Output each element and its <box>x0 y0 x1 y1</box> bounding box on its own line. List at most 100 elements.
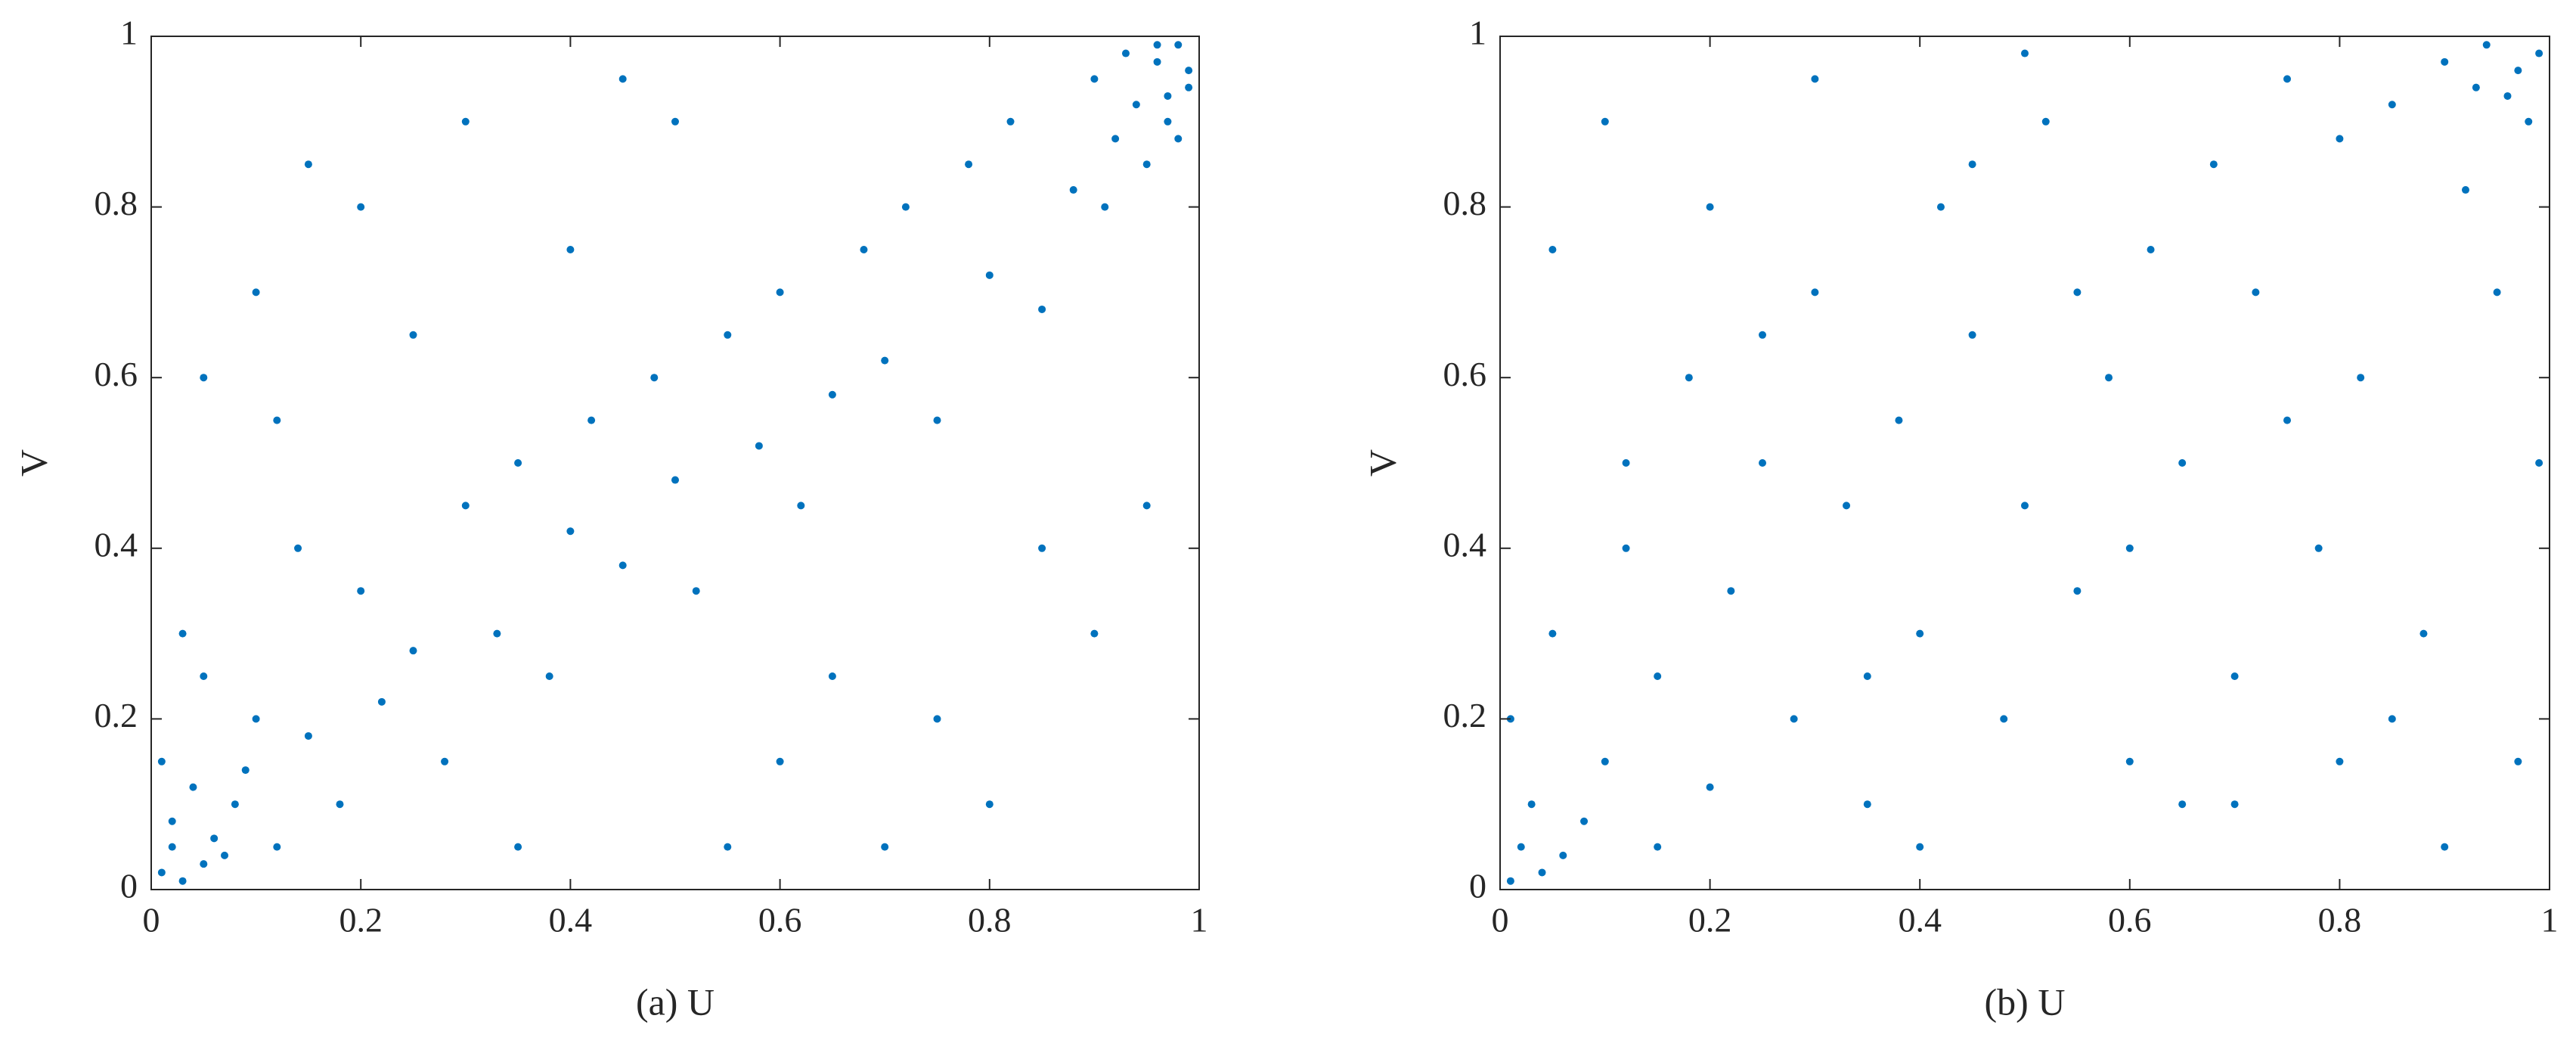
point <box>1706 203 1714 211</box>
point <box>2525 117 2533 126</box>
point <box>828 390 836 399</box>
point <box>2073 288 2082 297</box>
point <box>671 476 679 484</box>
point <box>724 843 732 851</box>
point <box>1968 331 1976 339</box>
point <box>1548 629 1557 638</box>
x-tick-label: 1 <box>2541 901 2559 939</box>
point <box>336 800 344 809</box>
y-tick-label: 0 <box>120 867 138 905</box>
point <box>273 416 281 424</box>
x-tick-label: 0.2 <box>1688 901 1732 939</box>
point <box>2178 459 2187 467</box>
point <box>2388 715 2396 723</box>
point <box>985 271 994 279</box>
point <box>1090 75 1099 83</box>
point <box>514 459 522 467</box>
point <box>241 766 250 775</box>
point <box>157 757 166 766</box>
point <box>901 203 910 211</box>
point <box>1811 75 1819 83</box>
point <box>1811 288 1819 297</box>
point <box>514 843 522 851</box>
point <box>1759 331 1766 339</box>
y-tick-label: 1 <box>1469 14 1486 52</box>
point <box>618 561 627 570</box>
point <box>168 817 176 825</box>
point <box>933 416 941 424</box>
point <box>2178 800 2187 809</box>
point <box>178 629 187 638</box>
y-tick-label: 0.6 <box>1443 355 1487 393</box>
point <box>1538 868 1546 877</box>
point <box>1517 843 1525 851</box>
y-tick-label: 0.6 <box>95 355 138 393</box>
y-tick-label: 0 <box>1469 867 1486 905</box>
point <box>2461 186 2469 194</box>
point <box>1654 843 1662 851</box>
point <box>566 527 575 536</box>
point <box>828 672 836 680</box>
point <box>357 203 365 211</box>
x-tick-label: 0.6 <box>2108 901 2152 939</box>
point <box>304 160 312 169</box>
y-axis-label: V <box>1361 449 1403 477</box>
point <box>178 877 187 885</box>
point <box>1185 67 1193 75</box>
point <box>692 587 700 595</box>
point <box>294 544 302 552</box>
point <box>1863 672 1871 680</box>
point <box>2388 101 2396 109</box>
point <box>2105 374 2113 382</box>
x-tick-label: 0.2 <box>339 901 383 939</box>
point <box>1863 800 1871 809</box>
y-tick-label: 0.4 <box>1443 525 1487 564</box>
point <box>231 800 239 809</box>
point <box>1185 83 1193 92</box>
point <box>2441 843 2449 851</box>
x-tick-label: 0.8 <box>2318 901 2362 939</box>
point <box>2125 757 2134 766</box>
point <box>2283 75 2291 83</box>
x-axis-label: (b) U <box>1985 980 2066 1023</box>
point <box>1153 57 1161 66</box>
point <box>2514 67 2522 75</box>
point <box>1548 246 1557 253</box>
point <box>2357 374 2365 382</box>
point <box>2472 83 2480 92</box>
point <box>1153 41 1161 49</box>
point <box>1622 459 1630 467</box>
point <box>1164 117 1172 126</box>
point <box>189 783 197 791</box>
x-tick-label: 0.4 <box>549 901 593 939</box>
point <box>409 331 417 339</box>
point <box>2041 117 2050 126</box>
point <box>2125 544 2134 552</box>
point <box>1559 851 1567 859</box>
y-tick-label: 0.4 <box>95 525 138 564</box>
axes-box <box>150 36 1200 890</box>
plot-area <box>1500 36 2550 890</box>
point <box>2336 757 2344 766</box>
point <box>1527 800 1536 809</box>
point <box>1580 817 1589 825</box>
point <box>2419 629 2428 638</box>
point <box>776 757 784 766</box>
point <box>1916 843 1924 851</box>
y-tick-label: 1 <box>120 14 138 52</box>
point <box>2482 41 2491 49</box>
point <box>200 374 208 382</box>
point <box>1622 544 1630 552</box>
point <box>1101 203 1109 211</box>
x-tick-label: 0 <box>143 901 160 939</box>
point <box>1916 629 1924 638</box>
point <box>545 672 553 680</box>
point <box>1895 416 1903 424</box>
point <box>210 834 219 843</box>
point <box>1506 877 1514 885</box>
point <box>2314 544 2323 552</box>
point <box>1121 49 1130 57</box>
x-axis-label: (a) U <box>636 980 715 1023</box>
point <box>273 843 281 851</box>
x-tick-label: 0.4 <box>1898 901 1942 939</box>
